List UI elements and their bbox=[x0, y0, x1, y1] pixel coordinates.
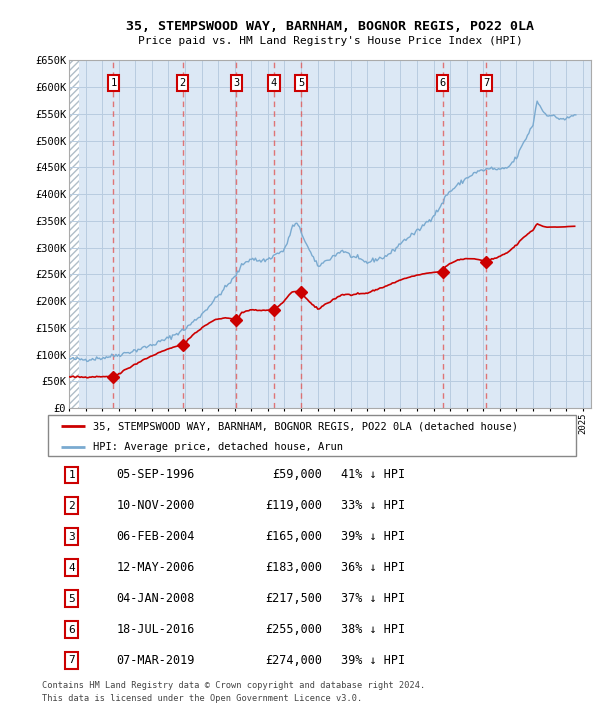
Text: 18-JUL-2016: 18-JUL-2016 bbox=[116, 623, 195, 636]
Text: 7: 7 bbox=[483, 78, 490, 88]
Text: £59,000: £59,000 bbox=[272, 469, 323, 481]
Text: £165,000: £165,000 bbox=[266, 530, 323, 543]
Text: £274,000: £274,000 bbox=[266, 654, 323, 667]
Text: 36% ↓ HPI: 36% ↓ HPI bbox=[341, 561, 405, 574]
Text: 41% ↓ HPI: 41% ↓ HPI bbox=[341, 469, 405, 481]
Text: 35, STEMPSWOOD WAY, BARNHAM, BOGNOR REGIS, PO22 0LA (detached house): 35, STEMPSWOOD WAY, BARNHAM, BOGNOR REGI… bbox=[93, 421, 518, 431]
Text: 35, STEMPSWOOD WAY, BARNHAM, BOGNOR REGIS, PO22 0LA: 35, STEMPSWOOD WAY, BARNHAM, BOGNOR REGI… bbox=[126, 21, 534, 33]
Text: 39% ↓ HPI: 39% ↓ HPI bbox=[341, 530, 405, 543]
Text: 39% ↓ HPI: 39% ↓ HPI bbox=[341, 654, 405, 667]
Text: 5: 5 bbox=[298, 78, 304, 88]
Text: 7: 7 bbox=[68, 655, 75, 665]
Text: 06-FEB-2004: 06-FEB-2004 bbox=[116, 530, 195, 543]
Text: 6: 6 bbox=[440, 78, 446, 88]
Text: £255,000: £255,000 bbox=[266, 623, 323, 636]
Text: 38% ↓ HPI: 38% ↓ HPI bbox=[341, 623, 405, 636]
Text: 10-NOV-2000: 10-NOV-2000 bbox=[116, 499, 195, 513]
Text: 05-SEP-1996: 05-SEP-1996 bbox=[116, 469, 195, 481]
Text: 2: 2 bbox=[68, 501, 75, 510]
Text: 2: 2 bbox=[179, 78, 186, 88]
Text: 3: 3 bbox=[68, 532, 75, 542]
Text: £183,000: £183,000 bbox=[266, 561, 323, 574]
Text: 4: 4 bbox=[68, 562, 75, 573]
Text: Contains HM Land Registry data © Crown copyright and database right 2024.: Contains HM Land Registry data © Crown c… bbox=[42, 681, 425, 690]
Text: £217,500: £217,500 bbox=[266, 592, 323, 605]
Text: 3: 3 bbox=[233, 78, 239, 88]
Text: 33% ↓ HPI: 33% ↓ HPI bbox=[341, 499, 405, 513]
Text: 5: 5 bbox=[68, 594, 75, 604]
Text: Price paid vs. HM Land Registry's House Price Index (HPI): Price paid vs. HM Land Registry's House … bbox=[137, 36, 523, 46]
Text: 12-MAY-2006: 12-MAY-2006 bbox=[116, 561, 195, 574]
Text: 4: 4 bbox=[271, 78, 277, 88]
Text: 1: 1 bbox=[68, 470, 75, 480]
Text: 37% ↓ HPI: 37% ↓ HPI bbox=[341, 592, 405, 605]
Text: 6: 6 bbox=[68, 625, 75, 635]
Text: This data is licensed under the Open Government Licence v3.0.: This data is licensed under the Open Gov… bbox=[42, 694, 362, 703]
Text: HPI: Average price, detached house, Arun: HPI: Average price, detached house, Arun bbox=[93, 442, 343, 452]
Text: £119,000: £119,000 bbox=[266, 499, 323, 513]
Text: 1: 1 bbox=[110, 78, 116, 88]
Text: 04-JAN-2008: 04-JAN-2008 bbox=[116, 592, 195, 605]
Text: 07-MAR-2019: 07-MAR-2019 bbox=[116, 654, 195, 667]
